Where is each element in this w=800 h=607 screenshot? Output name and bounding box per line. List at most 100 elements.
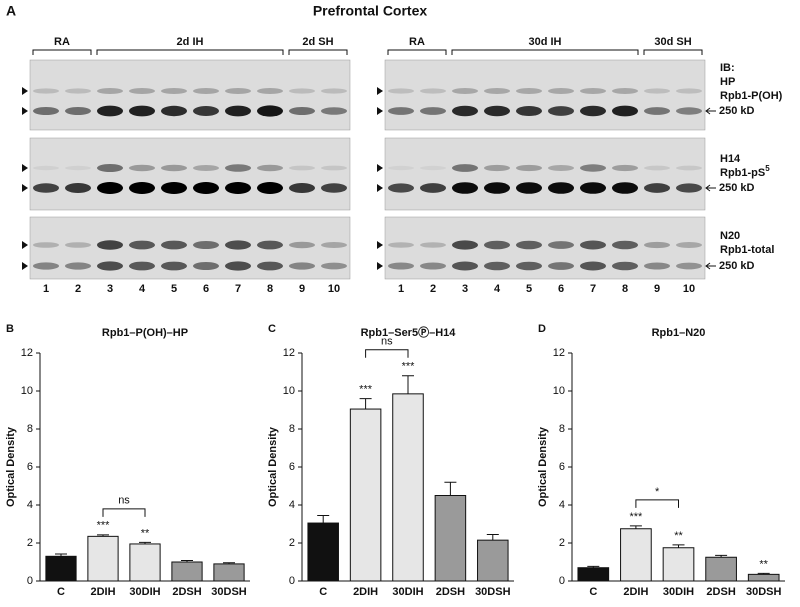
marker-arrow <box>705 107 716 115</box>
x-tick-label: 30DSH <box>746 586 782 598</box>
ib-label: IB: <box>720 62 735 74</box>
band <box>33 262 59 270</box>
antibody-target: Rpb1-total <box>720 244 774 256</box>
band <box>225 240 251 250</box>
band <box>548 262 574 270</box>
significance: ** <box>759 558 768 570</box>
band <box>388 165 414 171</box>
panel-title: Prefrontal Cortex <box>313 3 428 19</box>
error-bar <box>402 375 414 394</box>
arrowhead <box>22 164 28 172</box>
band <box>484 261 510 271</box>
marker-arrow <box>705 262 716 270</box>
band <box>580 88 606 94</box>
band <box>289 183 315 193</box>
bar <box>477 539 509 582</box>
lane-number: 9 <box>299 283 305 295</box>
y-tick-label: 8 <box>559 423 565 435</box>
band <box>612 182 638 194</box>
band <box>321 88 347 94</box>
band <box>225 261 251 271</box>
band <box>97 261 123 271</box>
bracket <box>365 349 409 358</box>
band <box>129 261 155 271</box>
y-tick-label: 12 <box>21 347 33 359</box>
y-tick-label: 10 <box>553 385 565 397</box>
bar <box>171 561 203 582</box>
band <box>161 88 187 94</box>
band <box>644 88 670 94</box>
band <box>612 88 638 94</box>
y-tick-label: 0 <box>559 575 565 587</box>
band <box>257 164 283 172</box>
y-tick-label: 8 <box>289 423 295 435</box>
band <box>65 262 91 270</box>
bar <box>577 567 610 582</box>
error-bar <box>629 525 642 529</box>
band <box>161 182 187 194</box>
band <box>65 242 91 248</box>
y-tick-label: 10 <box>21 385 33 397</box>
band <box>644 183 670 193</box>
bar <box>392 393 424 582</box>
error-bar <box>317 514 330 524</box>
y-tick-label: 2 <box>27 537 33 549</box>
lane-number: 9 <box>654 283 660 295</box>
band <box>257 182 283 194</box>
arrowhead <box>377 107 383 115</box>
x-tick-label: C <box>57 586 65 598</box>
y-axis-label: Optical Density <box>537 426 549 507</box>
band <box>516 240 542 250</box>
y-axis-label: Optical Density <box>5 426 17 507</box>
significance: *** <box>97 520 111 532</box>
group-label: 2d SH <box>302 36 333 48</box>
bracket <box>635 499 679 508</box>
antibody-clone: H14 <box>720 153 741 165</box>
lane-number: 1 <box>398 283 404 295</box>
error-bar <box>223 562 235 564</box>
blot <box>384 137 706 211</box>
band <box>193 106 219 116</box>
band <box>580 105 606 117</box>
band <box>676 165 702 171</box>
band <box>193 88 219 94</box>
y-tick-label: 12 <box>283 347 295 359</box>
error-bar <box>587 565 600 568</box>
group-label: 30d SH <box>654 36 691 48</box>
band <box>193 262 219 270</box>
lane-number: 7 <box>235 283 241 295</box>
band <box>97 182 123 194</box>
group-label: RA <box>409 36 425 48</box>
arrowhead <box>22 87 28 95</box>
band <box>420 88 446 94</box>
band <box>257 240 283 250</box>
band <box>484 182 510 194</box>
lane-number: 5 <box>526 283 532 295</box>
band <box>676 183 702 193</box>
chart-title: Rpb1–N20 <box>652 327 706 339</box>
bar <box>747 573 780 582</box>
band <box>388 183 414 193</box>
band <box>97 105 123 117</box>
band <box>548 182 574 194</box>
band <box>420 242 446 248</box>
band <box>420 107 446 115</box>
error-bar <box>181 559 193 562</box>
band <box>452 182 478 194</box>
band <box>580 164 606 172</box>
band <box>289 88 315 94</box>
bracket <box>102 508 146 517</box>
lane-number: 8 <box>267 283 273 295</box>
blot <box>29 59 351 131</box>
band <box>161 105 187 117</box>
group-label: 30d IH <box>528 36 561 48</box>
band <box>321 165 347 171</box>
x-tick-label: C <box>319 586 327 598</box>
error-bar <box>139 541 151 544</box>
lane-number: 3 <box>107 283 113 295</box>
band <box>612 164 638 172</box>
band <box>420 183 446 193</box>
bar <box>434 495 467 582</box>
band <box>388 107 414 115</box>
band <box>452 105 478 117</box>
